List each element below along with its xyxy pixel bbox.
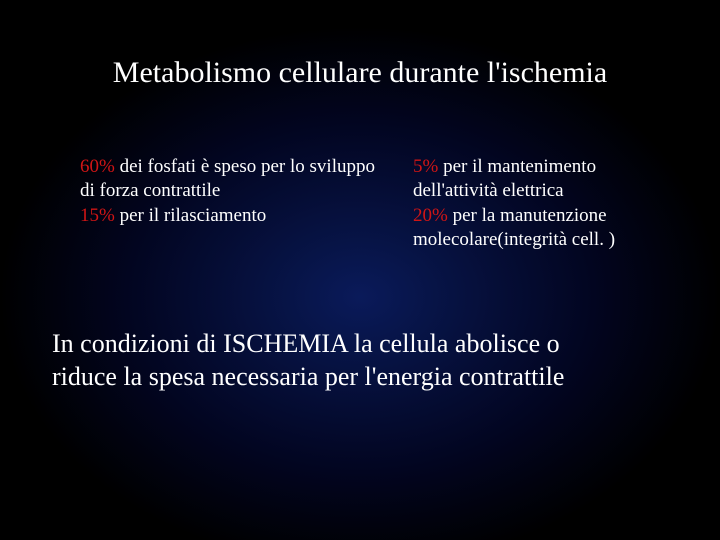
left-line-3-rest: per il rilasciamento — [115, 205, 266, 226]
left-line-2: di forza contrattile — [80, 179, 385, 203]
content-columns: 60% dei fosfati è speso per lo sviluppo … — [80, 155, 660, 252]
right-line-2: dell'attività elettrica — [413, 179, 660, 203]
left-pct-1: 60% — [80, 156, 115, 177]
slide: Metabolismo cellulare durante l'ischemia… — [0, 0, 720, 540]
right-line-3-rest: per la manutenzione — [448, 205, 607, 226]
right-line-1: 5% per il mantenimento — [413, 155, 660, 179]
bottom-line-1: In condizioni di ISCHEMIA la cellula abo… — [52, 328, 660, 361]
bottom-line-2: riduce la spesa necessaria per l'energia… — [52, 361, 660, 394]
left-line-1: 60% dei fosfati è speso per lo sviluppo — [80, 155, 385, 179]
left-line-3: 15% per il rilasciamento — [80, 204, 385, 228]
right-pct-1: 5% — [413, 156, 438, 177]
right-line-3: 20% per la manutenzione — [413, 204, 660, 228]
bottom-paragraph: In condizioni di ISCHEMIA la cellula abo… — [52, 328, 660, 393]
right-line-1-rest: per il mantenimento — [438, 156, 596, 177]
right-column: 5% per il mantenimento dell'attività ele… — [413, 155, 660, 252]
left-pct-2: 15% — [80, 205, 115, 226]
right-pct-2: 20% — [413, 205, 448, 226]
slide-title: Metabolismo cellulare durante l'ischemia — [0, 56, 720, 90]
right-line-4: molecolare(integrità cell. ) — [413, 228, 660, 252]
left-column: 60% dei fosfati è speso per lo sviluppo … — [80, 155, 385, 252]
left-line-1-rest: dei fosfati è speso per lo sviluppo — [115, 156, 375, 177]
